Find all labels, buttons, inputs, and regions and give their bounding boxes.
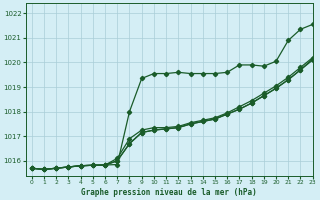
X-axis label: Graphe pression niveau de la mer (hPa): Graphe pression niveau de la mer (hPa) xyxy=(81,188,257,197)
